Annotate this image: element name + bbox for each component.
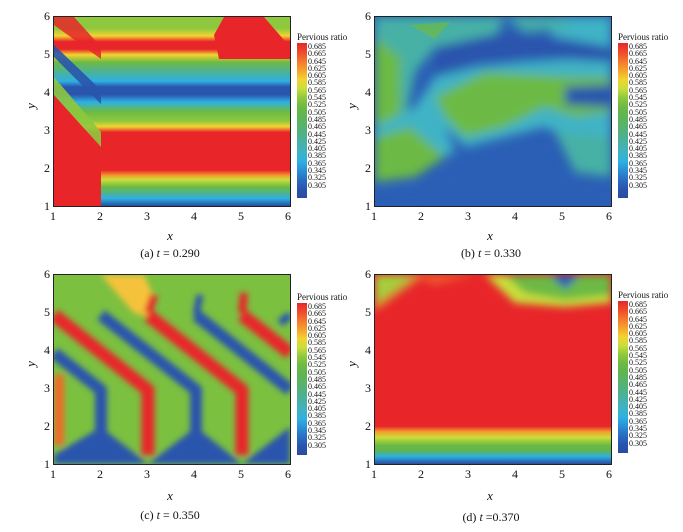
y-tick: 4	[44, 343, 50, 357]
x-axis-label: x	[167, 488, 173, 503]
y-tick: 1	[44, 457, 50, 471]
x-tick: 2	[97, 209, 103, 223]
heatmap-c	[54, 275, 290, 464]
panel-b: 6 5 4 3 2 1 1 2 3 4 5 6 y x (b) t = 0.33…	[341, 0, 682, 266]
y-tick: 2	[44, 161, 50, 175]
x-tick: 6	[606, 467, 612, 481]
y-axis-label: y	[344, 361, 359, 367]
heatmap-plot-c	[53, 274, 291, 465]
panel-caption: (d) t =0.370	[462, 510, 520, 524]
panel-caption: (b) t = 0.330	[460, 246, 522, 260]
panel-a: 6 5 4 3 2 1 1 2 3 4 5 6 y x (a) t = 0.29…	[0, 0, 347, 266]
y-tick: 4	[365, 343, 371, 357]
x-tick: 1	[50, 209, 56, 223]
x-tick: 6	[285, 209, 291, 223]
x-tick: 1	[371, 209, 377, 223]
y-tick: 6	[365, 267, 371, 281]
colorbar-title: Pervious ratio	[618, 32, 669, 42]
y-axis-label: y	[23, 103, 38, 109]
y-tick: 6	[44, 267, 50, 281]
y-tick: 3	[365, 123, 371, 137]
colorbar-labels: 0.685 0.665 0.645 0.625 0.605 0.585 0.565 0.545…	[308, 42, 326, 190]
panel-c: 6 5 4 3 2 1 1 2 3 4 5 6 y x (c) t = 0.35…	[0, 266, 347, 532]
heatmap-d	[375, 275, 611, 464]
y-tick: 5	[365, 305, 371, 319]
x-tick: 4	[191, 467, 197, 481]
x-tick: 4	[191, 209, 197, 223]
x-tick: 5	[238, 209, 244, 223]
y-tick: 3	[44, 123, 50, 137]
heatmap-plot-a	[53, 16, 291, 207]
colorbar	[618, 301, 628, 453]
y-tick: 2	[44, 419, 50, 433]
x-tick: 3	[144, 467, 150, 481]
y-tick: 3	[44, 381, 50, 395]
x-tick: 6	[606, 209, 612, 223]
y-tick: 5	[44, 47, 50, 61]
colorbar-title: Pervious ratio	[618, 290, 669, 300]
y-tick: 6	[44, 9, 50, 23]
x-tick: 3	[144, 209, 150, 223]
colorbar	[297, 303, 307, 455]
y-axis-label: y	[23, 361, 38, 367]
panel-caption: (a) t = 0.290	[140, 246, 200, 260]
y-tick: 5	[44, 305, 50, 319]
colorbar-title: Pervious ratio	[297, 32, 348, 42]
x-tick: 3	[465, 467, 471, 481]
x-tick: 4	[512, 467, 518, 481]
y-tick: 5	[365, 47, 371, 61]
colorbar-title: Pervious ratio	[297, 292, 348, 302]
heatmap-plot-b	[374, 16, 612, 207]
y-tick: 4	[44, 85, 50, 99]
x-tick: 2	[97, 467, 103, 481]
x-tick: 5	[238, 467, 244, 481]
y-tick: 1	[365, 457, 371, 471]
y-tick: 4	[365, 85, 371, 99]
heatmap-plot-d	[374, 274, 612, 465]
panel-caption: (c) t = 0.350	[140, 508, 200, 522]
y-tick: 1	[365, 199, 371, 213]
x-axis-label: x	[487, 488, 493, 503]
x-tick: 2	[418, 209, 424, 223]
x-tick: 5	[559, 467, 565, 481]
x-axis-label: x	[487, 228, 493, 243]
y-tick: 2	[365, 161, 371, 175]
y-axis-label: y	[344, 103, 359, 109]
y-tick: 2	[365, 419, 371, 433]
colorbar-labels: 0.685 0.665 0.645 0.625 0.605 0.585 0.565 0.545…	[629, 42, 647, 190]
x-tick: 5	[559, 209, 565, 223]
x-tick: 3	[465, 209, 471, 223]
colorbar-labels: 0.685 0.665 0.645 0.625 0.605 0.585 0.565 0.545…	[629, 300, 647, 448]
x-tick: 6	[285, 467, 291, 481]
heatmap-a	[54, 17, 290, 206]
colorbar-labels: 0.685 0.665 0.645 0.625 0.605 0.585 0.565 0.545…	[308, 302, 326, 450]
colorbar	[618, 43, 628, 198]
x-tick: 2	[418, 467, 424, 481]
x-axis-label: x	[167, 228, 173, 243]
x-tick: 4	[512, 209, 518, 223]
x-tick: 1	[371, 467, 377, 481]
y-tick: 6	[365, 9, 371, 23]
x-tick: 1	[50, 467, 56, 481]
colorbar	[297, 43, 307, 198]
panel-d: 6 5 4 3 2 1 1 2 3 4 5 6 y x (d) t =0.370…	[341, 266, 682, 532]
heatmap-b	[375, 17, 611, 206]
y-tick: 3	[365, 381, 371, 395]
y-tick: 1	[44, 199, 50, 213]
